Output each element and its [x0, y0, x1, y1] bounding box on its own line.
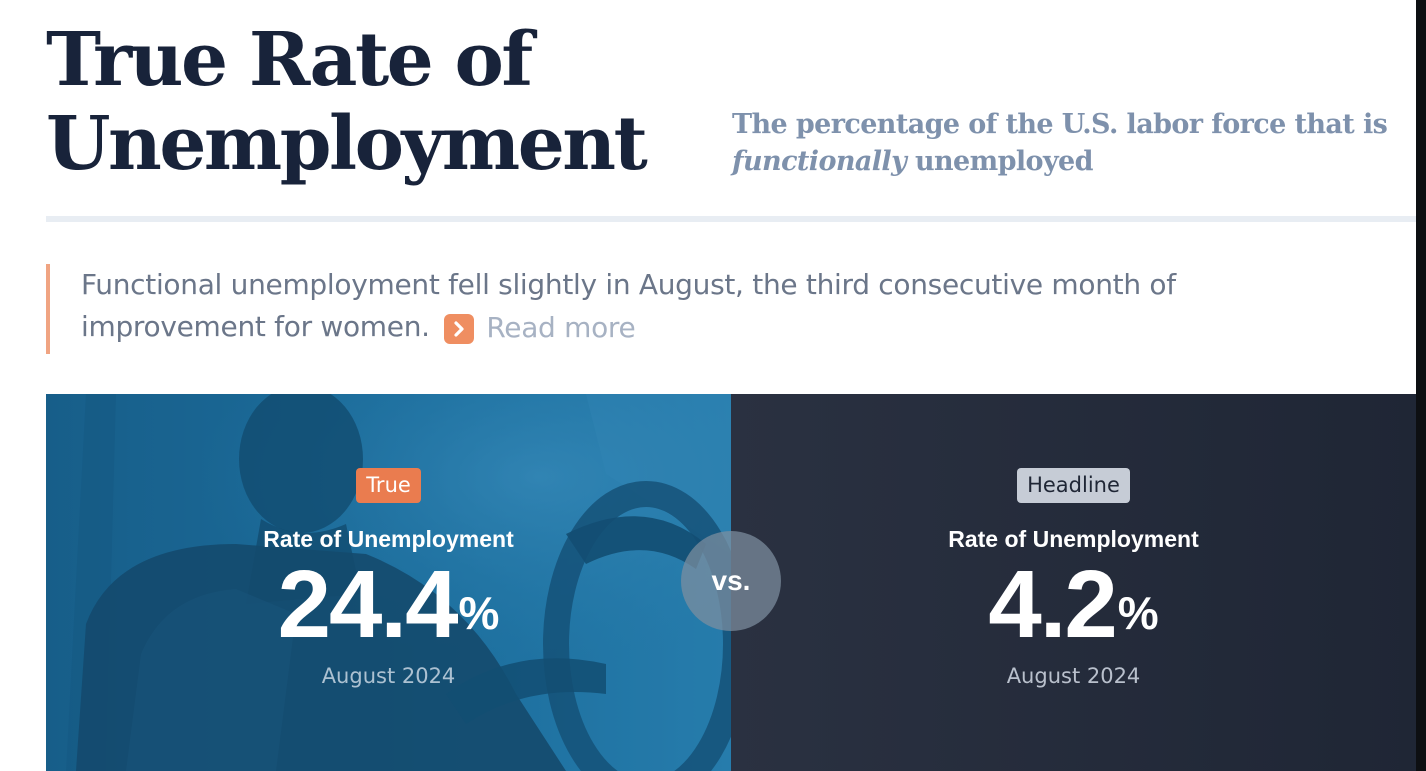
true-rate-date: August 2024 — [321, 664, 456, 688]
comparison-panels: True Rate of Unemployment 24.4% August 2… — [46, 394, 1416, 771]
true-rate-value: 24.4% — [46, 557, 731, 653]
true-rate-number: 24.4 — [277, 551, 459, 658]
headline-rate-panel: Headline Rate of Unemployment 4.2% Augus… — [731, 394, 1416, 771]
read-more-link[interactable]: Read more — [444, 307, 636, 349]
headline-rate-label: Rate of Unemployment — [948, 526, 1199, 552]
subtitle-text-end: unemployed — [915, 146, 1094, 177]
summary-text: Functional unemployment fell slightly in… — [81, 268, 1176, 343]
page-title-line-1: True Rate of — [46, 17, 533, 103]
chevron-right-icon — [444, 314, 475, 344]
summary-paragraph: Functional unemployment fell slightly in… — [81, 264, 1346, 349]
headline-rate-unit: % — [1117, 587, 1159, 639]
summary-callout: Functional unemployment fell slightly in… — [46, 264, 1346, 354]
page-subtitle: The percentage of the U.S. labor force t… — [732, 106, 1392, 180]
true-badge: True — [356, 468, 421, 503]
subtitle-text-start: The percentage of the U.S. labor force t… — [732, 109, 1388, 140]
true-rate-stat: True Rate of Unemployment 24.4% August 2… — [46, 468, 731, 689]
header-divider — [46, 216, 1416, 222]
true-rate-unit: % — [458, 587, 500, 639]
headline-rate-stat: Headline Rate of Unemployment 4.2% Augus… — [731, 468, 1416, 689]
headline-rate-value: 4.2% — [731, 557, 1416, 653]
background-photo — [46, 394, 731, 771]
subtitle-emphasis: functionally — [732, 146, 907, 177]
true-rate-panel: True Rate of Unemployment 24.4% August 2… — [46, 394, 731, 771]
true-rate-label: Rate of Unemployment — [263, 526, 514, 552]
vs-circle: vs. — [681, 531, 781, 631]
window-edge — [1416, 0, 1426, 771]
headline-rate-number: 4.2 — [988, 551, 1117, 658]
page-title: True Rate of Unemployment — [46, 18, 766, 186]
headline-badge: Headline — [1017, 468, 1130, 503]
read-more-label: Read more — [486, 311, 636, 344]
headline-rate-date: August 2024 — [1006, 664, 1141, 688]
page-title-line-2: Unemployment — [46, 101, 648, 187]
